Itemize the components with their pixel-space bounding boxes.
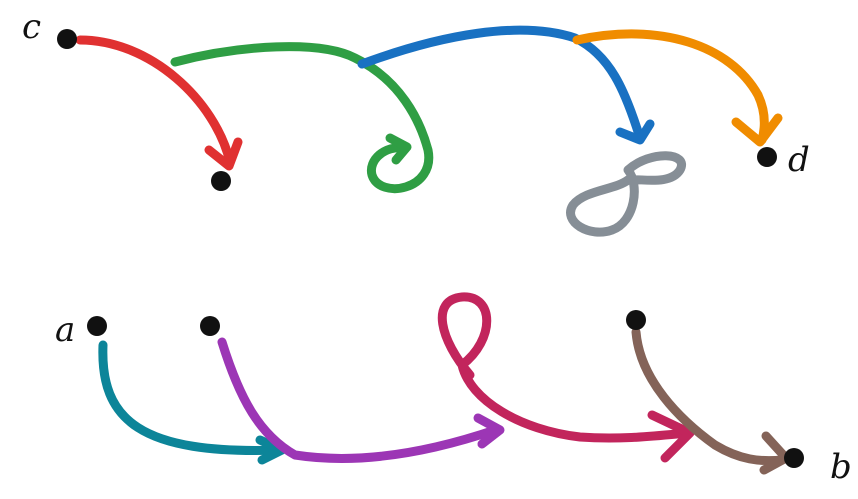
node-brown-source: [626, 310, 646, 330]
purple-arrow: [217, 337, 500, 463]
crimson-loop-arrow: [437, 292, 693, 443]
crimson-arrowhead-icon: [647, 410, 695, 463]
teal-arrow: [98, 340, 285, 455]
node-a: [87, 316, 107, 336]
brown-arrowhead-icon: [759, 431, 791, 475]
red-arrow: [75, 35, 235, 167]
purple-arrowhead-icon: [473, 413, 505, 449]
orange-arrow: [572, 29, 769, 145]
node-red-target: [211, 171, 231, 191]
node-d: [757, 147, 777, 167]
brown-arrow: [631, 327, 787, 466]
node-c: [57, 29, 77, 49]
label-d: d: [788, 140, 810, 180]
node-b: [784, 448, 804, 468]
label-c: c: [22, 7, 41, 47]
label-a: a: [55, 310, 75, 350]
green-loop-arrow: [170, 42, 434, 194]
node-purple-source: [200, 316, 220, 336]
green-arrowhead-icon: [385, 133, 412, 165]
orange-arrowhead-icon: [731, 113, 783, 147]
red-arrowhead-icon: [204, 137, 243, 171]
blue-arrowhead-icon: [615, 119, 655, 145]
label-b: b: [830, 447, 852, 487]
gray-knot: [566, 151, 686, 237]
blue-arrow: [357, 25, 645, 143]
